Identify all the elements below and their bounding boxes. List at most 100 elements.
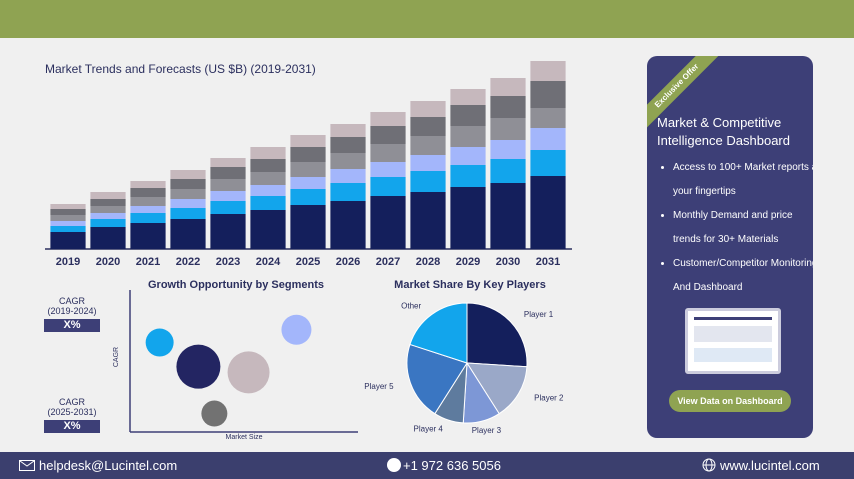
- bar-segment: [90, 192, 126, 199]
- dashboard-button[interactable]: View Data on Dashboard: [669, 390, 791, 412]
- bar-segment: [250, 172, 286, 185]
- pie-label: Player 4: [414, 425, 444, 434]
- x-tick-label: 2019: [56, 256, 80, 268]
- x-tick-label: 2026: [336, 256, 360, 268]
- bar-segment: [50, 226, 86, 232]
- bar-segment: [90, 227, 126, 249]
- bar-segment: [50, 204, 86, 209]
- x-tick-label: 2029: [456, 256, 480, 268]
- pie-slice: [409, 302, 468, 364]
- bar-segment: [250, 185, 286, 196]
- dashboard-image: [685, 308, 781, 374]
- bar-segment: [250, 159, 286, 172]
- y-axis-label: CAGR: [113, 347, 120, 367]
- x-tick-label: 2020: [96, 256, 120, 268]
- bar-segment: [50, 209, 86, 215]
- bar-segment: [530, 176, 566, 249]
- bar-segment: [530, 61, 566, 81]
- bar-segment: [290, 147, 326, 162]
- pie-slice: [406, 343, 468, 415]
- bar-segment: [290, 205, 326, 249]
- bar-segment: [90, 213, 126, 219]
- bar-segment: [530, 81, 566, 108]
- offer-panel: Exclusive Offer Market & Competitive Int…: [647, 56, 813, 438]
- bar-segment: [490, 183, 526, 249]
- bar-segment: [290, 135, 326, 147]
- pie-label: Player 2: [534, 394, 564, 403]
- bar-segment: [90, 199, 126, 206]
- x-tick-label: 2028: [416, 256, 440, 268]
- website: www.lucintel.com: [702, 458, 820, 473]
- bar-segment: [90, 219, 126, 227]
- pie-label: Player 1: [524, 310, 554, 319]
- cagr-value: X%: [44, 319, 100, 332]
- bar-segment: [210, 214, 246, 249]
- bar-segment: [290, 177, 326, 189]
- bar-segment: [490, 78, 526, 96]
- bar-segment: [370, 162, 406, 177]
- bar-segment: [410, 101, 446, 117]
- x-tick-label: 2022: [176, 256, 200, 268]
- cagr-period: (2025-2031): [47, 407, 97, 417]
- x-tick-label: 2023: [216, 256, 240, 268]
- pie-title: Market Share By Key Players: [394, 279, 546, 291]
- bubble: [227, 351, 270, 394]
- bar-segment: [330, 183, 366, 201]
- bar-segment: [410, 171, 446, 192]
- bar-segment: [130, 181, 166, 188]
- offer-item: Customer/Competitor Monitoring And Dashb…: [673, 252, 813, 300]
- bar-segment: [410, 117, 446, 136]
- bar-segment: [330, 169, 366, 183]
- bar-segment: [450, 147, 486, 165]
- bubble: [176, 344, 221, 389]
- offer-item: Access to 100+ Market reports at your fi…: [673, 156, 813, 204]
- cagr-value: X%: [44, 420, 100, 433]
- phone: +1 972 636 5056: [387, 458, 501, 473]
- bar-segment: [210, 167, 246, 179]
- bar-segment: [210, 191, 246, 201]
- x-tick-label: 2030: [496, 256, 520, 268]
- bar-title: Market Trends and Forecasts (US $B) (201…: [45, 62, 316, 76]
- bar-segment: [130, 213, 166, 223]
- bubble: [281, 314, 312, 345]
- pie-label: Other: [401, 301, 421, 310]
- bar-segment: [50, 221, 86, 226]
- cagr-1: CAGR (2019-2024) X%: [44, 296, 100, 332]
- bar-segment: [370, 144, 406, 162]
- bar-segment: [330, 153, 366, 169]
- pie-label: Player 5: [364, 382, 394, 391]
- bar-segment: [250, 147, 286, 159]
- offer-list: Access to 100+ Market reports at your fi…: [657, 156, 813, 300]
- bar-segment: [490, 118, 526, 140]
- bar-segment: [490, 96, 526, 118]
- bar-segment: [330, 124, 366, 137]
- footer: helpdesk@Lucintel.com +1 972 636 5056 ww…: [0, 452, 854, 479]
- phone-text: +1 972 636 5056: [403, 458, 501, 473]
- bar-segment: [490, 159, 526, 183]
- x-tick-label: 2021: [136, 256, 160, 268]
- bar-segment: [450, 187, 486, 249]
- bubble: [145, 328, 174, 357]
- bar-segment: [410, 155, 446, 171]
- bar-segment: [170, 208, 206, 219]
- bar-segment: [170, 170, 206, 179]
- bar-segment: [290, 189, 326, 205]
- x-tick-label: 2024: [256, 256, 281, 268]
- bar-segment: [290, 162, 326, 177]
- bar-segment: [530, 150, 566, 176]
- bar-segment: [170, 219, 206, 249]
- email: helpdesk@Lucintel.com: [19, 458, 177, 473]
- bar-segment: [450, 126, 486, 147]
- cagr-2: CAGR (2025-2031) X%: [44, 397, 100, 433]
- bar-segment: [90, 206, 126, 213]
- x-tick-label: 2025: [296, 256, 320, 268]
- bar-segment: [370, 196, 406, 249]
- offer-item: Monthly Demand and price trends for 30+ …: [673, 204, 813, 252]
- bar-segment: [50, 232, 86, 249]
- bar-segment: [450, 165, 486, 187]
- bar-segment: [530, 108, 566, 128]
- bar-segment: [210, 201, 246, 214]
- bar-segment: [250, 196, 286, 210]
